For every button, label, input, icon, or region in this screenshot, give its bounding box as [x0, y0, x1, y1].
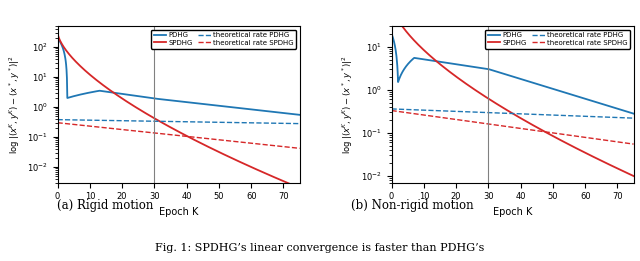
theoretical rate SPDHG — [296, 147, 303, 150]
Line: theoretical rate PDHG: theoretical rate PDHG — [392, 109, 634, 118]
Line: theoretical rate SPDHG: theoretical rate SPDHG — [392, 111, 634, 144]
SPDHG — [116, 96, 124, 99]
theoretical rate SPDHG — [497, 124, 505, 127]
theoretical rate SPDHG — [54, 121, 61, 124]
PDHG — [196, 102, 204, 105]
theoretical rate PDHG — [236, 121, 244, 124]
SPDHG — [196, 141, 204, 144]
PDHG — [116, 92, 124, 95]
PDHG — [97, 89, 104, 92]
theoretical rate PDHG — [196, 120, 204, 123]
PDHG — [431, 59, 438, 62]
SPDHG — [236, 160, 244, 163]
theoretical rate SPDHG — [549, 131, 557, 134]
Line: SPDHG: SPDHG — [58, 33, 300, 188]
SPDHG — [630, 174, 637, 177]
SPDHG — [570, 145, 578, 149]
PDHG — [450, 62, 458, 66]
PDHG — [54, 37, 61, 40]
PDHG — [570, 94, 578, 97]
Text: (a) Rigid motion: (a) Rigid motion — [58, 199, 154, 212]
theoretical rate PDHG — [54, 118, 61, 121]
SPDHG — [450, 73, 458, 76]
Text: Fig. 1: SPDHG’s linear convergence is faster than PDHG’s: Fig. 1: SPDHG’s linear convergence is fa… — [156, 242, 484, 253]
Line: theoretical rate PDHG: theoretical rate PDHG — [58, 120, 300, 124]
theoretical rate PDHG — [431, 109, 438, 112]
Line: SPDHG: SPDHG — [392, 4, 634, 176]
SPDHG — [296, 186, 303, 189]
theoretical rate SPDHG — [388, 109, 396, 112]
theoretical rate SPDHG — [450, 118, 458, 121]
theoretical rate SPDHG — [531, 129, 538, 132]
theoretical rate SPDHG — [196, 136, 204, 139]
SPDHG — [216, 151, 223, 154]
Legend: PDHG, SPDHG, theoretical rate PDHG, theoretical rate SPDHG: PDHG, SPDHG, theoretical rate PDHG, theo… — [151, 29, 296, 49]
SPDHG — [388, 3, 396, 6]
Text: (b) Non-rigid motion: (b) Non-rigid motion — [351, 199, 474, 212]
theoretical rate PDHG — [497, 111, 505, 115]
theoretical rate SPDHG — [216, 138, 223, 141]
theoretical rate PDHG — [630, 117, 637, 120]
theoretical rate PDHG — [116, 119, 124, 122]
theoretical rate SPDHG — [163, 133, 171, 136]
theoretical rate PDHG — [216, 121, 223, 124]
theoretical rate PDHG — [163, 120, 171, 123]
SPDHG — [97, 82, 104, 85]
theoretical rate SPDHG — [630, 143, 637, 146]
theoretical rate SPDHG — [116, 128, 124, 131]
X-axis label: Epoch K: Epoch K — [493, 207, 532, 217]
Line: PDHG: PDHG — [392, 34, 634, 114]
X-axis label: Epoch K: Epoch K — [159, 207, 198, 217]
PDHG — [216, 104, 223, 107]
PDHG — [497, 72, 505, 75]
theoretical rate PDHG — [570, 114, 578, 117]
SPDHG — [163, 124, 171, 127]
theoretical rate PDHG — [388, 107, 396, 110]
theoretical rate SPDHG — [236, 140, 244, 144]
Line: theoretical rate SPDHG: theoretical rate SPDHG — [58, 123, 300, 148]
theoretical rate PDHG — [531, 113, 538, 116]
theoretical rate SPDHG — [570, 134, 578, 137]
theoretical rate SPDHG — [431, 115, 438, 118]
SPDHG — [549, 135, 557, 138]
SPDHG — [531, 124, 538, 127]
Y-axis label: log $|(x^K, y^K) - (x^*, y^*)|^2$: log $|(x^K, y^K) - (x^*, y^*)|^2$ — [341, 55, 355, 154]
PDHG — [163, 98, 171, 102]
PDHG — [296, 113, 303, 116]
Legend: PDHG, SPDHG, theoretical rate PDHG, theoretical rate SPDHG: PDHG, SPDHG, theoretical rate PDHG, theo… — [485, 29, 630, 49]
theoretical rate PDHG — [97, 119, 104, 122]
SPDHG — [54, 32, 61, 35]
SPDHG — [431, 58, 438, 61]
SPDHG — [497, 105, 505, 108]
PDHG — [630, 112, 637, 115]
PDHG — [388, 32, 396, 35]
Line: PDHG: PDHG — [58, 38, 300, 115]
Y-axis label: log $|(x^K, y^K) - (x^*, y^*)|^2$: log $|(x^K, y^K) - (x^*, y^*)|^2$ — [7, 55, 22, 154]
theoretical rate PDHG — [296, 122, 303, 125]
theoretical rate SPDHG — [97, 126, 104, 129]
theoretical rate PDHG — [549, 114, 557, 117]
PDHG — [531, 81, 538, 85]
theoretical rate PDHG — [450, 110, 458, 113]
PDHG — [236, 106, 244, 110]
PDHG — [549, 87, 557, 91]
